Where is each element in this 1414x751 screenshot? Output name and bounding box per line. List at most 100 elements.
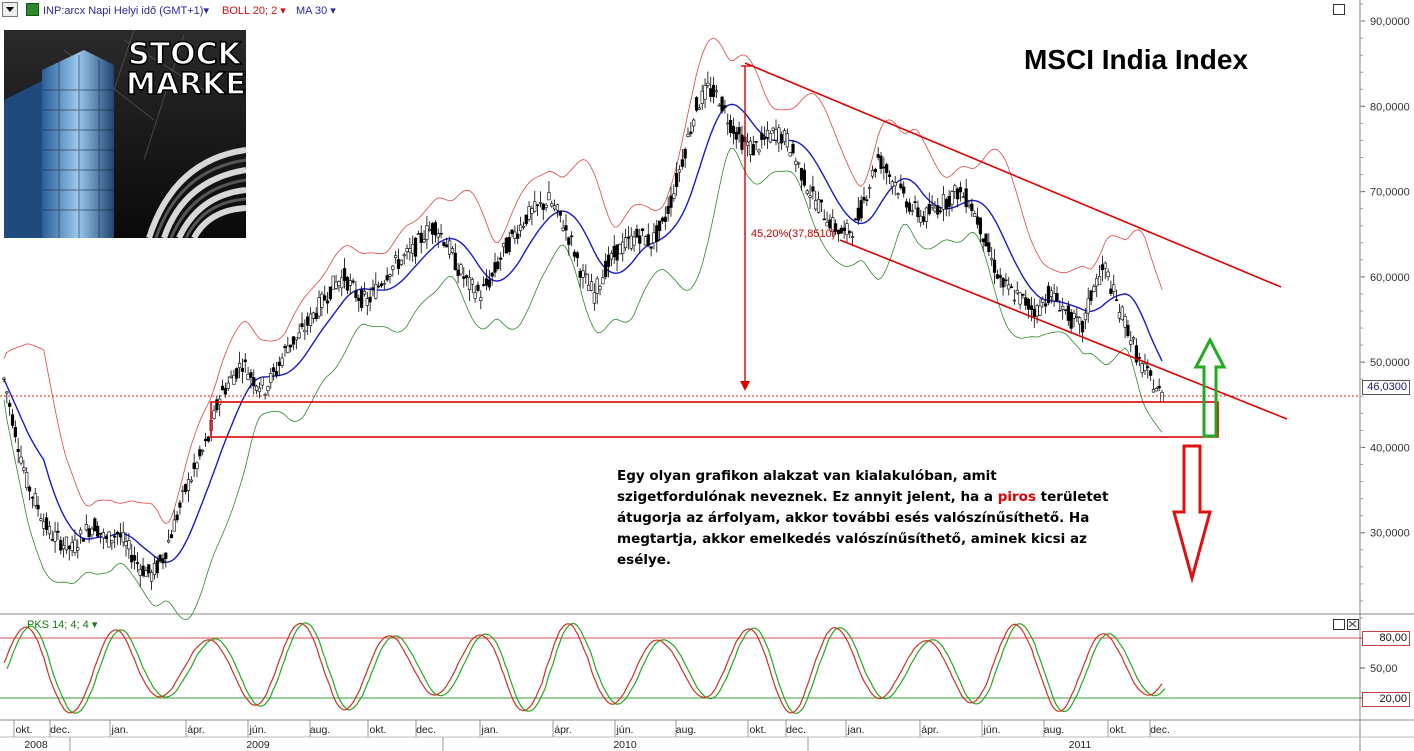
candle-body — [709, 88, 713, 97]
oscillator-level-80-badge: 80,00 — [1362, 631, 1410, 646]
candle-body — [175, 514, 179, 521]
candle-body — [677, 169, 682, 173]
candle-body — [734, 131, 738, 140]
x-month-label: aug. — [1044, 724, 1064, 736]
candle-body — [289, 344, 293, 348]
candle-body — [589, 281, 594, 291]
candle-body — [1035, 305, 1039, 317]
x-month-label: ápr. — [921, 724, 939, 736]
candle-body — [692, 119, 696, 127]
x-month-label: aug. — [676, 724, 696, 736]
oscillator-tick-label: 50,00 — [1370, 663, 1398, 675]
candle-body — [533, 201, 537, 212]
x-month-label: aug. — [310, 724, 330, 736]
candle-body — [834, 223, 838, 232]
candle-body — [896, 193, 900, 195]
candle-body — [306, 316, 310, 326]
candle-body — [621, 241, 625, 254]
candle-body — [479, 297, 483, 301]
x-month-label: jún. — [249, 724, 267, 736]
candle-body — [201, 450, 205, 452]
candle-body — [902, 186, 906, 194]
candle-body — [961, 196, 965, 199]
bollinger-lower-line — [3, 148, 1163, 621]
candle-body — [445, 244, 449, 248]
candle-body — [1032, 308, 1036, 317]
candle-body — [416, 233, 420, 236]
moving-average-indicator-label[interactable]: MA 30 ▾ — [296, 5, 336, 17]
candle-body — [794, 160, 798, 165]
candle-body — [995, 274, 999, 279]
x-year-label: 2010 — [613, 739, 637, 751]
candle-body — [842, 227, 846, 232]
candle-body — [694, 97, 699, 111]
candle-body — [555, 204, 560, 211]
candle-body — [703, 85, 707, 100]
candle-body — [538, 202, 543, 204]
candle-body — [317, 297, 321, 317]
candle-body — [104, 536, 108, 539]
candle-body — [255, 385, 259, 391]
candle-body — [737, 127, 741, 135]
candle-body — [947, 196, 951, 208]
candle-body — [425, 225, 429, 240]
candle-body — [899, 183, 903, 189]
candle-body — [377, 285, 381, 288]
candle-body — [933, 207, 937, 212]
candle-body — [493, 262, 497, 273]
x-month-label: dec. — [786, 724, 806, 736]
candle-body — [501, 242, 506, 248]
candle-body — [856, 207, 860, 221]
close-oscillator-button[interactable] — [1347, 619, 1359, 630]
candle-body — [430, 223, 435, 235]
candle-body — [782, 130, 787, 142]
candle-body — [272, 367, 276, 373]
candle-body — [998, 274, 1002, 278]
symbol-label[interactable]: INP:arcx Napi Helyi idő (GMT+1)▾ — [43, 5, 209, 17]
x-month-label: dec. — [1150, 724, 1170, 736]
candle-body — [788, 152, 792, 157]
candle-body — [609, 253, 613, 260]
candle-body — [220, 385, 225, 391]
candle-body — [340, 277, 344, 289]
candle-body — [269, 372, 273, 384]
candle-body — [791, 143, 795, 154]
candle-body — [1052, 292, 1056, 302]
candle-body — [25, 472, 29, 489]
bollinger-indicator-label[interactable]: BOLL 20; 2 ▾ — [222, 5, 286, 17]
candle-body — [802, 169, 806, 186]
candle-body — [167, 539, 171, 543]
candle-body — [893, 182, 897, 187]
candle-body — [158, 554, 162, 562]
candle-body — [851, 236, 855, 238]
candle-body — [1146, 366, 1150, 368]
candle-body — [689, 131, 693, 134]
candle-body — [731, 125, 736, 134]
maximize-oscillator-button[interactable] — [1333, 619, 1345, 630]
candle-body — [655, 225, 659, 242]
candle-body — [232, 374, 236, 385]
candle-body — [334, 281, 338, 289]
candle-body — [887, 174, 892, 177]
candle-body — [1046, 285, 1051, 304]
candle-body — [1160, 392, 1164, 403]
candle-body — [1120, 306, 1124, 321]
candle-body — [558, 210, 562, 216]
oscillator-label[interactable]: PKS 14; 4; 4 ▾ — [27, 619, 98, 631]
maximize-panel-button[interactable] — [1333, 4, 1345, 15]
candle-body — [277, 361, 281, 366]
candle-body — [575, 252, 579, 259]
candle-body — [215, 399, 219, 411]
candle-body — [1041, 298, 1045, 303]
candle-body — [342, 268, 347, 281]
candle-body — [953, 185, 957, 192]
candle-body — [1069, 311, 1073, 329]
candle-body — [362, 290, 367, 295]
candle-body — [345, 277, 350, 291]
candle-body — [504, 237, 508, 254]
candle-body — [660, 217, 665, 222]
candle-body — [870, 169, 875, 177]
menu-dropdown-button[interactable] — [2, 2, 18, 17]
candle-body — [186, 479, 191, 491]
